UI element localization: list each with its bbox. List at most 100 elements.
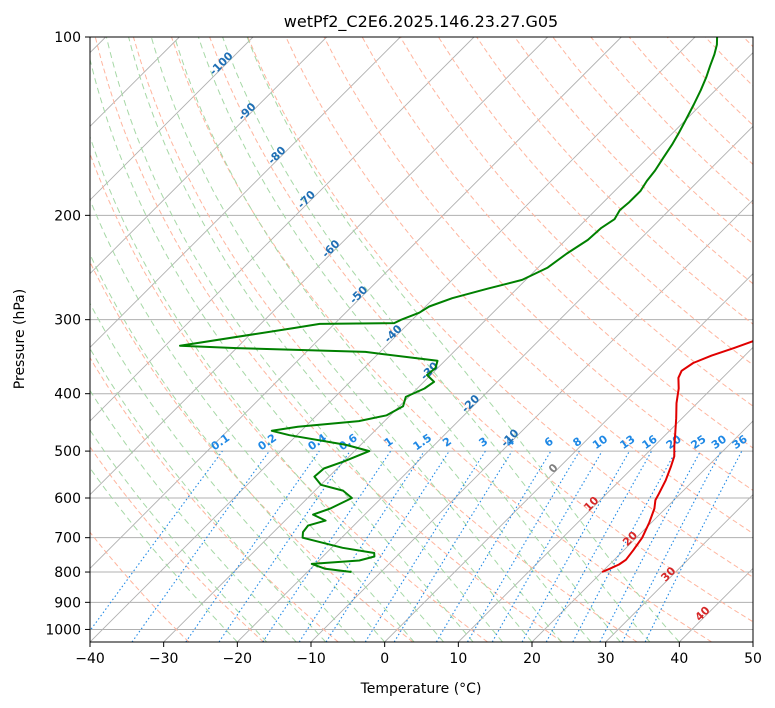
isotherm-line	[531, 420, 753, 642]
mixing-ratio-label: 36	[730, 432, 750, 452]
isotherm-line	[163, 52, 753, 642]
isotherm-line	[90, 37, 475, 422]
y-tick-label: 700	[54, 531, 81, 547]
mixing-ratio-line	[572, 450, 677, 642]
dry-adiabat	[90, 531, 190, 642]
isotherm-label: -20	[459, 392, 482, 415]
isotherm-line	[90, 37, 254, 201]
dry-adiabat	[476, 37, 753, 325]
dewpoint-profile-line	[179, 37, 719, 573]
y-tick-label: 300	[54, 313, 81, 329]
dry-adiabat	[323, 37, 753, 491]
y-tick-label: 800	[54, 565, 81, 581]
isotherm-line	[90, 37, 327, 275]
x-tick-label: −30	[149, 651, 179, 667]
mixing-ratio-label: 6	[542, 435, 556, 450]
moist-adiabat	[197, 37, 621, 642]
moist-adiabat	[90, 253, 386, 642]
moist-adiabat	[90, 198, 415, 642]
isotherm-label: -70	[295, 188, 318, 211]
dry-adiabat	[90, 356, 339, 642]
moist-adiabat	[90, 57, 474, 642]
dry-adiabat	[285, 37, 753, 535]
temperature-profile-line	[601, 340, 753, 573]
mixing-ratio-label: 3	[477, 435, 491, 450]
isotherm-label: -10	[498, 426, 521, 449]
moist-adiabat	[90, 429, 268, 642]
dry-adiabat	[132, 37, 638, 642]
dry-adiabat	[399, 37, 753, 407]
dry-adiabat	[209, 37, 753, 623]
x-tick-label: −20	[223, 651, 253, 667]
x-tick-label: 20	[523, 651, 541, 667]
y-tick-label: 100	[54, 30, 81, 46]
isotherm-label: 30	[658, 564, 678, 584]
mixing-ratio-label: 1	[382, 435, 396, 450]
dry-adiabat	[590, 37, 753, 205]
isotherm-label: 40	[693, 603, 713, 623]
mixing-ratio-line	[393, 450, 513, 642]
y-tick-label: 900	[54, 595, 81, 611]
dry-adiabat	[704, 37, 753, 87]
x-axis: −40 −30 −20 −10 0 10 20 30 40 50	[75, 642, 762, 667]
isotherm-line	[679, 567, 753, 642]
isotherm-line	[90, 37, 548, 496]
isotherm-line	[752, 641, 753, 642]
mixing-ratio-line	[298, 450, 425, 642]
mixing-ratio-label: 13	[617, 433, 637, 452]
mixing-ratio-label: 1.5	[411, 431, 434, 453]
isotherm-line	[237, 125, 753, 642]
isotherm-line	[90, 37, 401, 348]
moist-adiabat	[174, 37, 592, 642]
dry-adiabat	[247, 37, 753, 578]
y-axis: 100 200 300 400 500 600 700 800 900 1000	[45, 30, 90, 638]
dry-adiabat	[361, 37, 753, 449]
isotherm-label: -60	[319, 237, 342, 260]
x-axis-label: Temperature (°C)	[360, 681, 482, 697]
dry-adiabat	[94, 37, 563, 642]
isotherm-line	[90, 37, 622, 569]
dry-adiabat	[171, 37, 712, 642]
profile-series	[179, 37, 753, 573]
dry-adiabat	[552, 37, 753, 245]
mixing-ratio-line	[185, 450, 320, 642]
isotherm-line	[605, 494, 753, 642]
moist-adiabat	[222, 37, 651, 642]
dry-adiabat	[437, 37, 753, 366]
mixing-ratio-line	[599, 450, 701, 642]
mixing-ratio-line	[262, 450, 392, 642]
isotherm-label: 10	[581, 494, 601, 514]
x-tick-label: −10	[296, 651, 326, 667]
isotherm-label: -100	[207, 49, 236, 78]
moist-adiabat	[90, 135, 444, 642]
mixing-ratio-line	[644, 450, 743, 642]
x-tick-label: 10	[449, 651, 467, 667]
moist-adiabat	[246, 37, 680, 642]
mixing-ratio-line	[545, 450, 653, 642]
y-tick-label: 500	[54, 444, 81, 460]
y-axis-label: Pressure (hPa)	[12, 289, 28, 389]
dry-adiabat	[90, 446, 264, 642]
isotherm-line	[384, 273, 753, 642]
dry-adiabat	[90, 260, 414, 642]
mixing-ratio-line	[131, 450, 270, 642]
y-tick-label: 400	[54, 387, 81, 403]
mixing-ratio-label: 0.1	[209, 431, 232, 453]
moist-adiabat	[150, 37, 562, 642]
background-lines	[90, 37, 753, 642]
isotherm-line	[310, 199, 753, 642]
mixing-ratio-line	[218, 450, 351, 642]
y-tick-label: 600	[54, 491, 81, 507]
y-tick-label: 1000	[45, 622, 81, 638]
dry-adiabat	[90, 152, 488, 642]
x-tick-label: 40	[670, 651, 688, 667]
mixing-ratio-label: 30	[709, 432, 729, 452]
isotherm-line	[458, 346, 753, 642]
x-tick-label: 30	[597, 651, 615, 667]
moist-adiabat	[128, 37, 533, 642]
isotherm-line	[90, 37, 696, 642]
isotherm-label: -90	[235, 100, 258, 123]
mixing-ratio-line	[325, 450, 450, 642]
x-tick-label: −40	[75, 651, 105, 667]
